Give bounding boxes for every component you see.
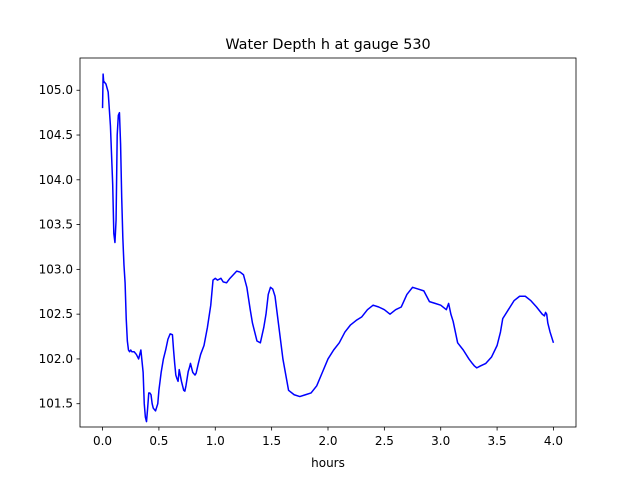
x-tick-label: 3.5 xyxy=(488,434,507,448)
x-axis-label: hours xyxy=(311,456,345,470)
y-tick-label: 105.0 xyxy=(39,83,73,97)
series-line-0 xyxy=(101,73,555,423)
y-tick-label: 103.5 xyxy=(39,218,73,232)
chart-title: Water Depth h at gauge 530 xyxy=(225,37,430,53)
y-tick-label: 104.0 xyxy=(39,173,73,187)
plot-layer xyxy=(101,73,555,423)
y-tick-label: 104.5 xyxy=(39,128,73,142)
y-tick-label: 102.0 xyxy=(39,352,73,366)
x-tick-label: 2.0 xyxy=(318,434,337,448)
tick-layer: 0.0 0.5 1.0 1.5 2.0 2.5 3.0 3.5 4.0 101.5 102.0 102… xyxy=(39,83,563,448)
x-tick-label: 1.0 xyxy=(206,434,225,448)
x-tick-label: 0.5 xyxy=(149,434,168,448)
x-tick-label: 1.5 xyxy=(262,434,281,448)
y-tick-label: 103.0 xyxy=(39,262,73,276)
y-tick-label: 102.5 xyxy=(39,307,73,321)
x-tick-label: 4.0 xyxy=(544,434,563,448)
x-tick-label: 0.0 xyxy=(93,434,112,448)
axes-frame xyxy=(79,57,577,428)
y-tick-label: 101.5 xyxy=(39,397,73,411)
x-tick-label: 3.0 xyxy=(431,434,450,448)
x-tick-label: 2.5 xyxy=(375,434,394,448)
